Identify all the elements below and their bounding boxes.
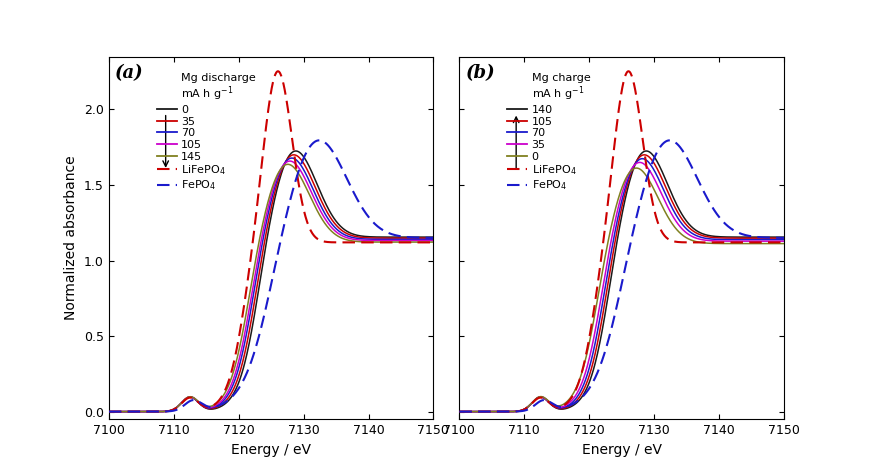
Legend: Mg discharge, mA h g$^{-1}$, 0, 35, 70, 105, 145, LiFePO$_4$, FePO$_4$: Mg discharge, mA h g$^{-1}$, 0, 35, 70, …: [157, 73, 256, 193]
Text: (b): (b): [466, 64, 496, 82]
X-axis label: Energy / eV: Energy / eV: [582, 443, 662, 456]
Y-axis label: Normalized absorbance: Normalized absorbance: [64, 155, 78, 320]
X-axis label: Energy / eV: Energy / eV: [231, 443, 311, 456]
Text: (a): (a): [115, 64, 144, 82]
Legend: Mg charge, mA h g$^{-1}$, 140, 105, 70, 35, 0, LiFePO$_4$, FePO$_4$: Mg charge, mA h g$^{-1}$, 140, 105, 70, …: [507, 73, 591, 193]
